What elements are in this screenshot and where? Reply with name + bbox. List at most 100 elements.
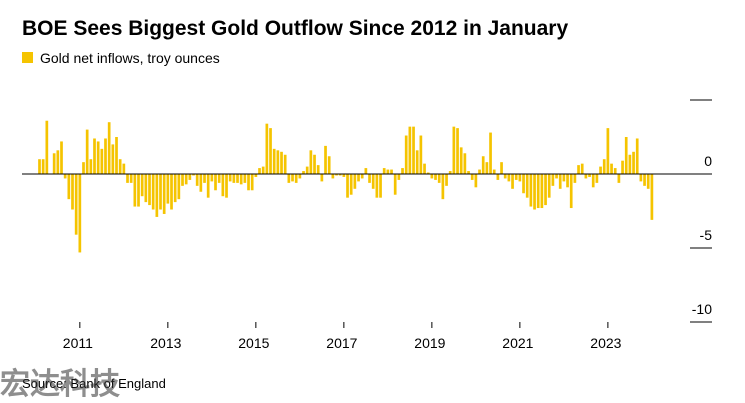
bar <box>250 174 254 191</box>
bar <box>74 174 78 235</box>
bar <box>419 135 423 174</box>
bar <box>89 159 93 174</box>
bar <box>445 174 448 186</box>
bar <box>452 126 456 174</box>
bar <box>511 174 514 189</box>
bar <box>261 166 265 174</box>
bar <box>217 174 221 183</box>
bar <box>309 150 313 174</box>
bar <box>646 174 650 189</box>
bar <box>650 174 654 220</box>
bar <box>232 174 236 183</box>
bar <box>265 123 269 174</box>
bar <box>470 174 474 180</box>
bar <box>291 174 294 182</box>
bar <box>360 174 364 179</box>
bar <box>617 174 621 183</box>
bar <box>595 174 599 183</box>
bar <box>148 174 151 206</box>
bar <box>467 171 470 174</box>
bar <box>412 126 415 174</box>
bar <box>342 174 346 177</box>
bar <box>71 174 74 210</box>
watermark: 宏达科技 <box>0 367 120 402</box>
bar <box>316 165 320 174</box>
bar <box>496 174 500 180</box>
bar <box>632 151 635 174</box>
x-tick-label: 2011 <box>63 335 93 351</box>
bar <box>96 141 100 174</box>
x-tick-label: 2013 <box>150 335 181 351</box>
bar <box>346 174 349 198</box>
bar <box>628 154 632 174</box>
bar <box>67 174 71 200</box>
bar <box>408 126 412 174</box>
bar <box>60 141 63 174</box>
bar <box>349 174 353 195</box>
bar <box>441 174 445 200</box>
bar <box>173 174 177 203</box>
x-tick-label: 2019 <box>414 335 445 351</box>
bar <box>82 162 85 174</box>
bar <box>192 174 195 176</box>
bar <box>324 145 327 174</box>
bar <box>643 174 646 186</box>
bar <box>294 174 298 183</box>
y-tick-label: -5 <box>700 227 713 243</box>
bar <box>529 174 533 207</box>
bar <box>166 174 170 204</box>
bar <box>591 174 595 188</box>
bar <box>602 159 606 174</box>
bar <box>397 174 401 180</box>
bar <box>272 148 276 174</box>
bar <box>280 151 283 174</box>
bar <box>144 174 148 203</box>
bar <box>588 174 591 177</box>
x-tick-label: 2015 <box>238 335 269 351</box>
bar <box>459 147 463 174</box>
bar <box>331 174 335 179</box>
bar <box>613 168 617 174</box>
bar <box>536 174 540 209</box>
bar <box>492 169 496 174</box>
bar <box>140 174 144 197</box>
bar <box>225 174 228 198</box>
bar <box>624 137 628 174</box>
bar <box>236 174 239 183</box>
bar <box>599 166 602 174</box>
bar <box>375 174 379 198</box>
bar <box>547 174 551 198</box>
bar <box>434 174 437 180</box>
bar <box>426 172 430 174</box>
bar <box>540 174 544 209</box>
bar <box>254 174 258 177</box>
bar <box>327 156 331 174</box>
bar <box>555 174 558 179</box>
bar <box>313 154 316 174</box>
bar <box>239 174 243 185</box>
bar <box>276 150 280 174</box>
bar <box>544 174 547 206</box>
bar <box>107 122 111 174</box>
bar <box>85 129 89 174</box>
bar <box>533 174 536 210</box>
bar <box>577 165 580 174</box>
bar <box>558 174 562 189</box>
bar <box>283 154 287 174</box>
x-tick-label: 2017 <box>326 335 357 351</box>
bar <box>507 174 511 182</box>
bar <box>243 174 247 183</box>
bar <box>104 138 107 174</box>
bar <box>52 153 56 174</box>
bar <box>481 156 485 174</box>
bar <box>518 174 522 182</box>
bar <box>404 135 408 174</box>
bar <box>584 174 588 179</box>
y-tick-label: 0 <box>704 153 712 169</box>
bar <box>606 128 610 174</box>
bar <box>423 163 426 174</box>
bar <box>562 174 566 182</box>
bar <box>302 171 305 174</box>
bar <box>415 150 419 174</box>
